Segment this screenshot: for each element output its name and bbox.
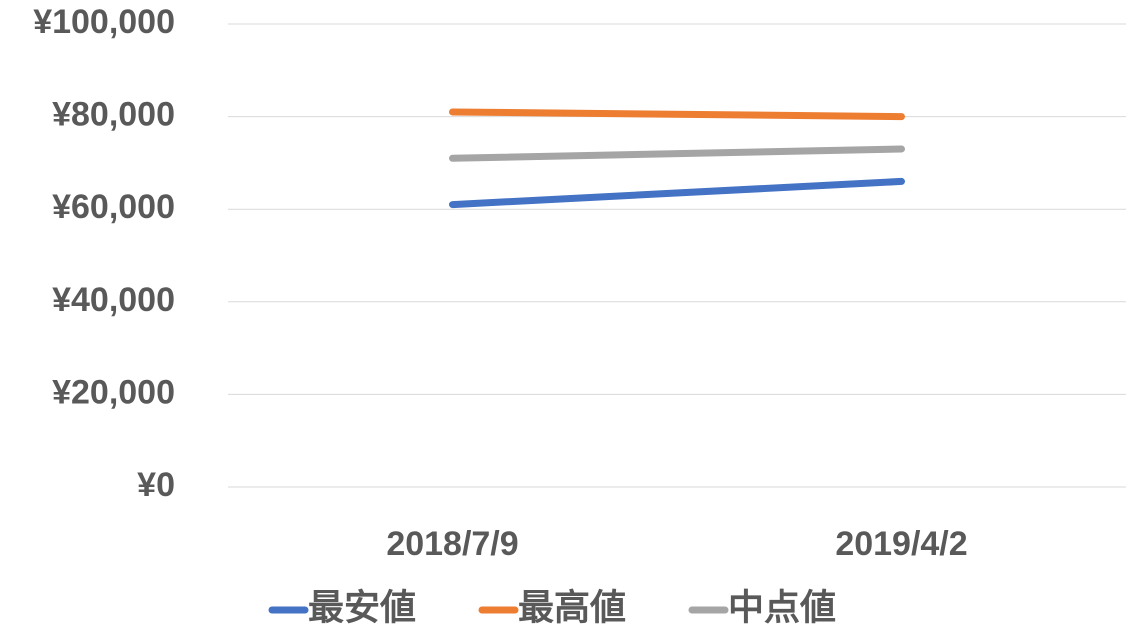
y-tick-label: ¥60,000 xyxy=(52,188,175,226)
series-line xyxy=(449,145,905,162)
x-tick-label: 2018/7/9 xyxy=(386,525,518,563)
y-tick-label: ¥0 xyxy=(137,466,175,504)
series-line xyxy=(449,108,905,121)
y-tick-label: ¥100,000 xyxy=(33,3,175,41)
x-tick-label: 2019/4/2 xyxy=(835,525,967,563)
y-tick-label: ¥40,000 xyxy=(52,281,175,319)
y-tick-label: ¥80,000 xyxy=(52,96,175,134)
series-line xyxy=(449,177,905,209)
y-tick-label: ¥20,000 xyxy=(52,373,175,411)
legend-label: 最安値 xyxy=(308,587,416,628)
legend-label: 最高値 xyxy=(518,587,626,628)
legend-label: 中点値 xyxy=(728,587,836,628)
